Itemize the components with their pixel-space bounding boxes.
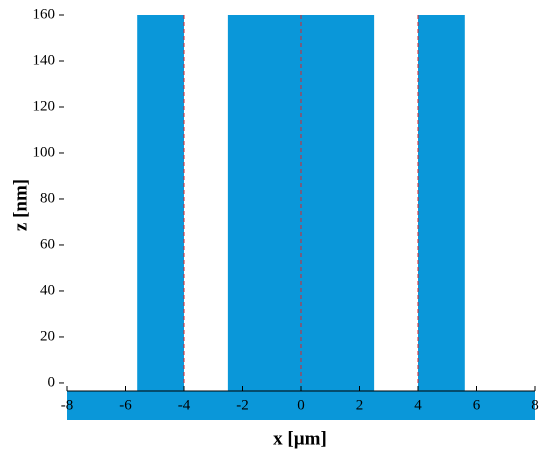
- x-tick-label: -2: [236, 397, 249, 413]
- x-axis-title: x [µm]: [273, 428, 327, 449]
- x-tick-label: -8: [61, 397, 74, 413]
- block: [418, 15, 465, 391]
- y-tick-label: 80: [40, 190, 55, 206]
- y-tick-label: 160: [33, 6, 56, 22]
- y-tick-label: 120: [33, 98, 56, 114]
- y-axis-title: z [nm]: [10, 179, 31, 231]
- y-tick-label: 40: [40, 282, 55, 298]
- y-tick-label: 60: [40, 236, 55, 252]
- substrate: [67, 391, 535, 420]
- y-tick-label: 100: [33, 144, 56, 160]
- y-tick-label: 140: [33, 52, 56, 68]
- y-tick-label: 20: [40, 328, 55, 344]
- x-tick-label: 2: [356, 397, 364, 413]
- x-tick-label: 0: [297, 397, 305, 413]
- x-tick-label: 6: [473, 397, 481, 413]
- block: [137, 15, 184, 391]
- x-tick-label: -6: [119, 397, 132, 413]
- x-tick-label: 4: [414, 397, 422, 413]
- x-tick-label: -4: [178, 397, 191, 413]
- y-tick-label: 0: [48, 374, 56, 390]
- block: [227, 15, 375, 391]
- x-tick-label: 8: [531, 397, 539, 413]
